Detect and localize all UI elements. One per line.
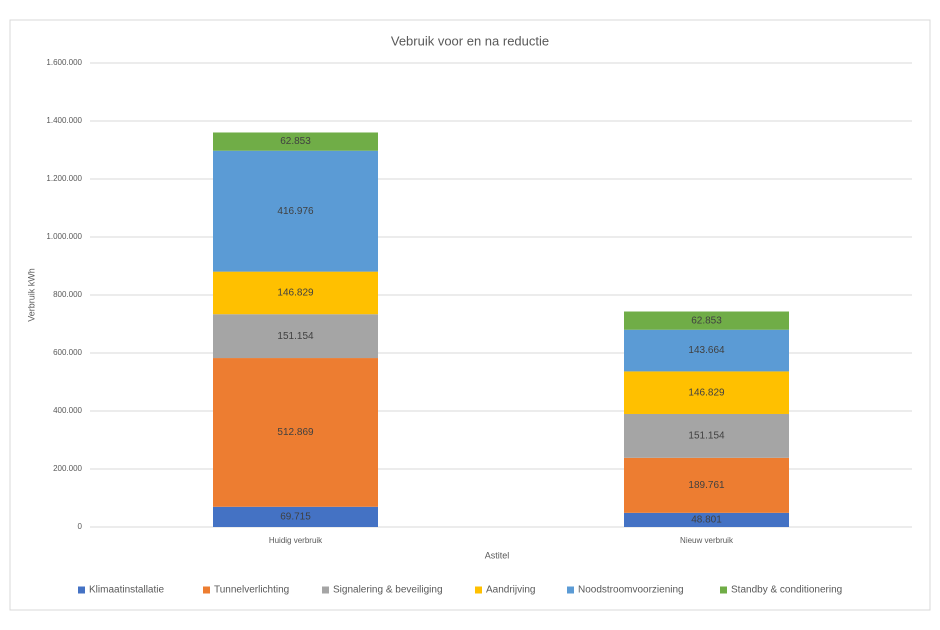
data-label: 48.801 [691, 515, 722, 526]
x-axis-title: Astitel [485, 550, 510, 560]
bar-segment [624, 413, 789, 458]
bar-segment [213, 132, 378, 151]
chart-title: Vebruik voor en na reductie [391, 33, 549, 48]
data-label: 512.869 [277, 427, 314, 438]
y-tick-label: 1.200.000 [46, 174, 82, 183]
data-label: 146.829 [688, 387, 725, 398]
bar-segment [624, 311, 789, 330]
y-tick-label: 600.000 [53, 348, 82, 357]
bar-segment [213, 314, 378, 359]
bar-segment [213, 150, 378, 272]
bar-segment [624, 457, 789, 513]
x-tick-label: Huidig verbruik [269, 536, 323, 545]
data-label: 151.154 [277, 331, 314, 342]
data-label: 151.154 [688, 431, 725, 442]
bar-segment [624, 512, 789, 527]
data-label: 189.761 [688, 480, 725, 491]
data-label: 69.715 [280, 512, 311, 523]
data-label: 416.976 [277, 206, 314, 217]
data-label: 146.829 [277, 288, 314, 299]
data-label: 143.664 [688, 345, 725, 356]
data-label: 62.853 [691, 315, 722, 326]
bar-segment [624, 329, 789, 372]
legend-swatch [322, 586, 329, 594]
legend-label: Signalering & beveiliging [333, 585, 443, 596]
y-tick-label: 0 [78, 522, 83, 531]
y-tick-label: 1.400.000 [46, 116, 82, 125]
y-tick-label: 1.600.000 [46, 58, 82, 67]
legend-swatch [203, 586, 210, 594]
y-tick-label: 800.000 [53, 290, 82, 299]
legend-label: Noodstroomvoorziening [578, 585, 684, 596]
chart-frame [9, 19, 931, 611]
y-tick-label: 400.000 [53, 406, 82, 415]
x-tick-label: Nieuw verbruik [680, 536, 734, 545]
y-tick-label: 1.000.000 [46, 232, 82, 241]
bar-segment [213, 358, 378, 507]
legend-swatch [78, 586, 85, 594]
bar-segment [624, 371, 789, 414]
legend-swatch [475, 586, 482, 594]
y-tick-label: 200.000 [53, 464, 82, 473]
legend-swatch [720, 586, 727, 594]
legend-label: Tunnelverlichting [214, 585, 289, 596]
bar-segment [213, 506, 378, 527]
legend-label: Klimaatinstallatie [89, 585, 164, 596]
data-label: 62.853 [280, 136, 311, 147]
legend-label: Standby & conditionering [731, 585, 842, 596]
y-axis-title: Verbruik kWh [26, 268, 36, 322]
legend-label: Aandrijving [486, 585, 535, 596]
legend-swatch [567, 586, 574, 594]
bar-segment [213, 271, 378, 315]
